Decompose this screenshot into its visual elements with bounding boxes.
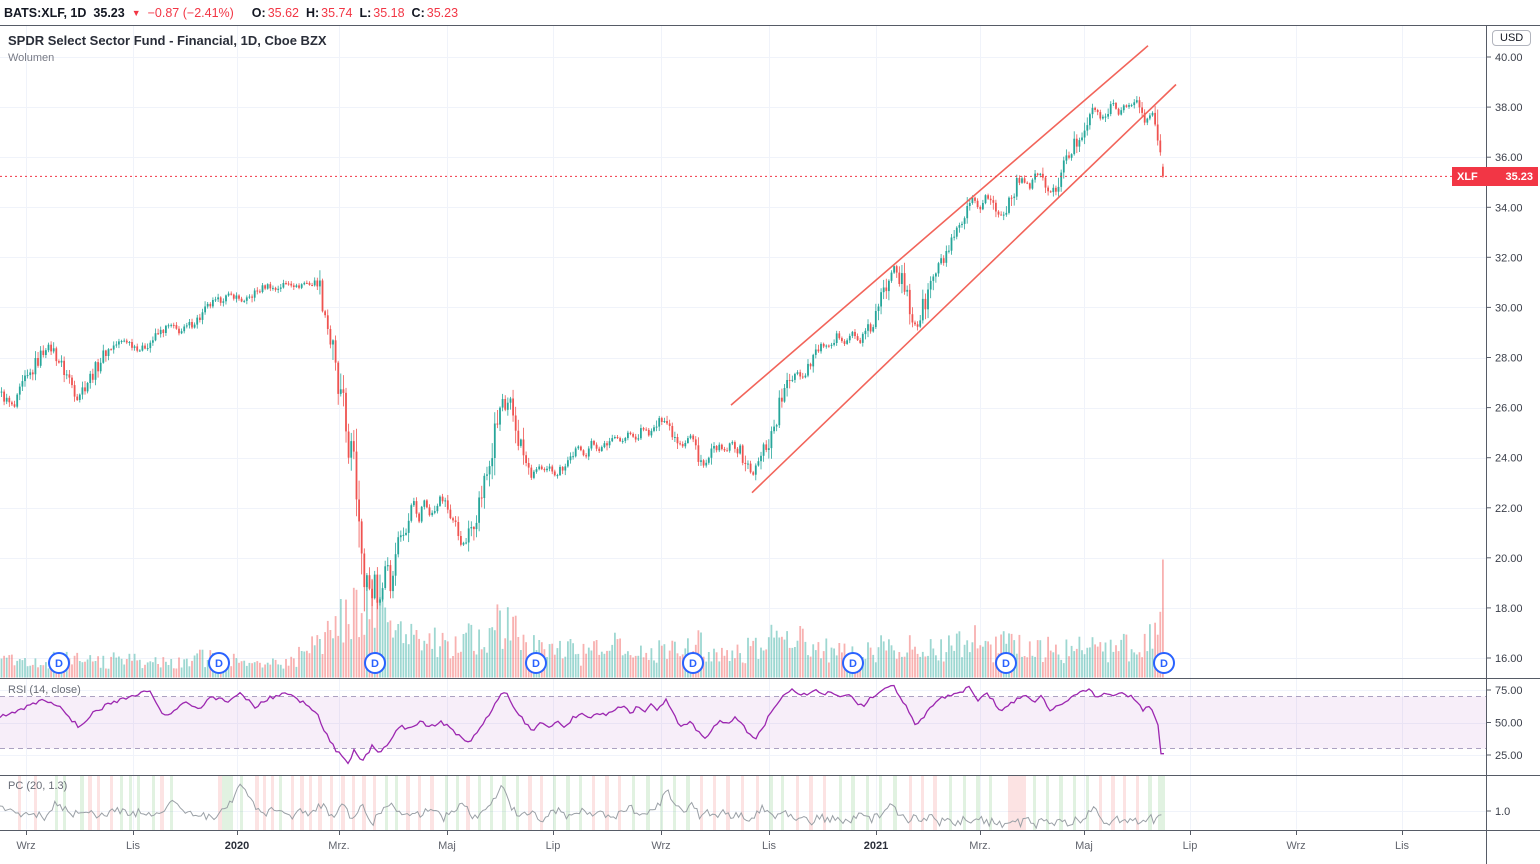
chart-title[interactable]: SPDR Select Sector Fund - Financial, 1D,… (8, 33, 327, 48)
svg-text:16.00: 16.00 (1495, 653, 1523, 665)
svg-text:Maj: Maj (1075, 840, 1093, 852)
pc-signal-stripes (18, 776, 1165, 830)
svg-text:Lis: Lis (762, 840, 777, 852)
svg-text:34.00: 34.00 (1495, 202, 1523, 214)
legend-ohlc-bar[interactable]: BATS:XLF, 1D 35.23 ▼ −0.87 (−2.41%) O: 35… (0, 0, 1540, 25)
svg-text:D: D (1002, 658, 1010, 670)
pc-line (0, 783, 1162, 830)
svg-text:28.00: 28.00 (1495, 353, 1523, 365)
price-axis[interactable]: 40.00 38.00 36.00 34.00 32.00 30.00 28.00 26.00… (1486, 52, 1523, 665)
svg-text:D: D (1160, 658, 1168, 670)
rsi-axis[interactable]: 75.00 50.00 25.00 (1486, 685, 1523, 762)
svg-text:Maj: Maj (438, 840, 456, 852)
svg-text:26.00: 26.00 (1495, 403, 1523, 415)
svg-text:1.0: 1.0 (1495, 806, 1510, 818)
dividend-badge[interactable]: D (682, 652, 704, 674)
trend-channel[interactable] (730, 45, 1177, 494)
svg-text:D: D (849, 658, 857, 670)
svg-text:25.00: 25.00 (1495, 750, 1523, 762)
rsi-band (0, 696, 1486, 749)
price-tag-value: 35.23 (1505, 170, 1533, 183)
svg-text:D: D (215, 658, 223, 670)
rsi-indicator-label[interactable]: RSI (14, close) (8, 684, 81, 696)
svg-text:18.00: 18.00 (1495, 603, 1523, 615)
last-price: 35.23 (93, 5, 125, 20)
svg-text:Wrz: Wrz (1286, 840, 1305, 852)
dividend-badge[interactable]: D (208, 652, 230, 674)
svg-text:75.00: 75.00 (1495, 685, 1523, 697)
volume-indicator-label[interactable]: Wolumen (8, 52, 55, 64)
time-axis[interactable]: Wrz Lis 2020 Mrz. Maj Lip Wrz Lis 2021 Mrz. Maj Lip… (16, 830, 1410, 853)
rsi-line (0, 684, 1164, 765)
price-tag-symbol: XLF (1457, 170, 1478, 183)
symbol-interval-label[interactable]: BATS:XLF, 1D (4, 5, 87, 20)
dividend-badge[interactable]: D (48, 652, 70, 674)
dividend-badge[interactable]: D (525, 652, 547, 674)
svg-text:36.00: 36.00 (1495, 152, 1523, 164)
svg-text:Mrz.: Mrz. (328, 840, 349, 852)
svg-text:22.00: 22.00 (1495, 503, 1523, 515)
open-value: O: 35.62 (251, 5, 299, 20)
svg-text:D: D (371, 658, 379, 670)
svg-text:30.00: 30.00 (1495, 302, 1523, 314)
close-value: C: 35.23 (411, 5, 459, 20)
dividend-badge[interactable]: D (995, 652, 1017, 674)
currency-badge[interactable]: USD (1492, 30, 1532, 46)
svg-text:D: D (532, 658, 540, 670)
svg-text:D: D (55, 658, 63, 670)
price-tag: XLF 35.23 (1452, 167, 1538, 186)
svg-text:Wrz: Wrz (16, 840, 35, 852)
svg-text:Mrz.: Mrz. (969, 840, 990, 852)
svg-text:50.00: 50.00 (1495, 718, 1523, 730)
pc-indicator-label[interactable]: PC (20, 1.3) (8, 780, 68, 792)
dividend-badge[interactable]: D (364, 652, 386, 674)
dividend-badge[interactable]: D (1153, 652, 1175, 674)
svg-text:Lip: Lip (1183, 840, 1198, 852)
svg-text:2020: 2020 (225, 840, 249, 852)
svg-text:20.00: 20.00 (1495, 553, 1523, 565)
price-change: −0.87 (−2.41%) (147, 5, 234, 20)
svg-text:Lis: Lis (1395, 840, 1410, 852)
svg-text:D: D (689, 658, 697, 670)
svg-text:32.00: 32.00 (1495, 252, 1523, 264)
svg-text:40.00: 40.00 (1495, 52, 1523, 64)
volume-bars (0, 559, 1164, 678)
pc-axis[interactable]: 1.0 (1486, 806, 1510, 818)
grid-layer (0, 25, 1486, 830)
svg-text:2021: 2021 (864, 840, 888, 852)
svg-text:Lip: Lip (546, 840, 561, 852)
dividend-badge[interactable]: D (842, 652, 864, 674)
svg-text:Wrz: Wrz (651, 840, 670, 852)
chart-legend: SPDR Select Sector Fund - Financial, 1D,… (8, 33, 327, 64)
svg-text:38.00: 38.00 (1495, 102, 1523, 114)
svg-text:Lis: Lis (126, 840, 141, 852)
high-value: H: 35.74 (305, 5, 353, 20)
svg-text:24.00: 24.00 (1495, 453, 1523, 465)
price-down-icon: ▼ (131, 7, 141, 18)
candles-layer (0, 96, 1164, 612)
low-value: L: 35.18 (359, 5, 405, 20)
